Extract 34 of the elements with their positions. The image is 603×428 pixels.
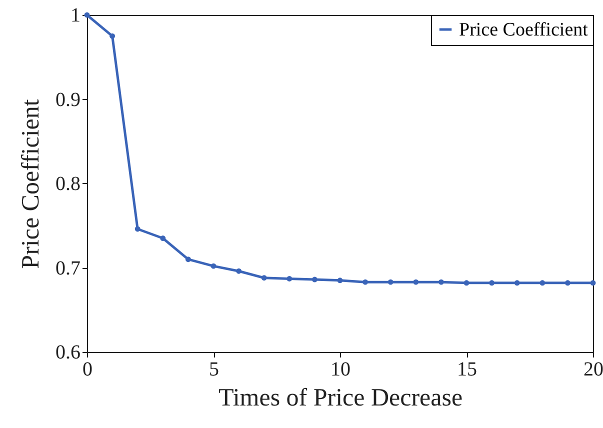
point xyxy=(160,236,166,241)
x-tick-label: 5 xyxy=(209,358,219,380)
point xyxy=(312,276,318,282)
point xyxy=(337,278,343,284)
y-tick-label: 0.7 xyxy=(56,257,80,280)
point xyxy=(564,280,570,286)
legend-label: Price Coefficient xyxy=(459,20,589,40)
point xyxy=(489,280,495,286)
point xyxy=(590,280,596,286)
x-tick-label: 20 xyxy=(584,358,603,380)
point xyxy=(464,280,470,286)
point xyxy=(110,33,116,39)
x-axis-title: Times of Price Decrease xyxy=(218,384,463,412)
point xyxy=(413,279,419,285)
point xyxy=(286,276,292,282)
point xyxy=(261,275,267,281)
y-axis-title: Price Coefficient xyxy=(18,99,44,269)
point xyxy=(210,263,216,269)
x-tick-label: 15 xyxy=(457,358,477,380)
point xyxy=(438,279,444,285)
point xyxy=(185,256,191,262)
x-tick-label: 10 xyxy=(330,358,350,380)
y-tick-label: 0.8 xyxy=(56,173,80,195)
point xyxy=(84,12,90,18)
point xyxy=(134,226,140,232)
point xyxy=(362,279,368,285)
point xyxy=(540,280,546,286)
y-tick-label: 1 xyxy=(70,4,80,26)
point xyxy=(236,268,242,274)
y-tick-label: 0.6 xyxy=(56,342,80,364)
y-tick-label: 0.9 xyxy=(56,88,80,111)
x-tick-label: 0 xyxy=(82,358,92,380)
point xyxy=(388,279,394,285)
point xyxy=(514,280,520,286)
